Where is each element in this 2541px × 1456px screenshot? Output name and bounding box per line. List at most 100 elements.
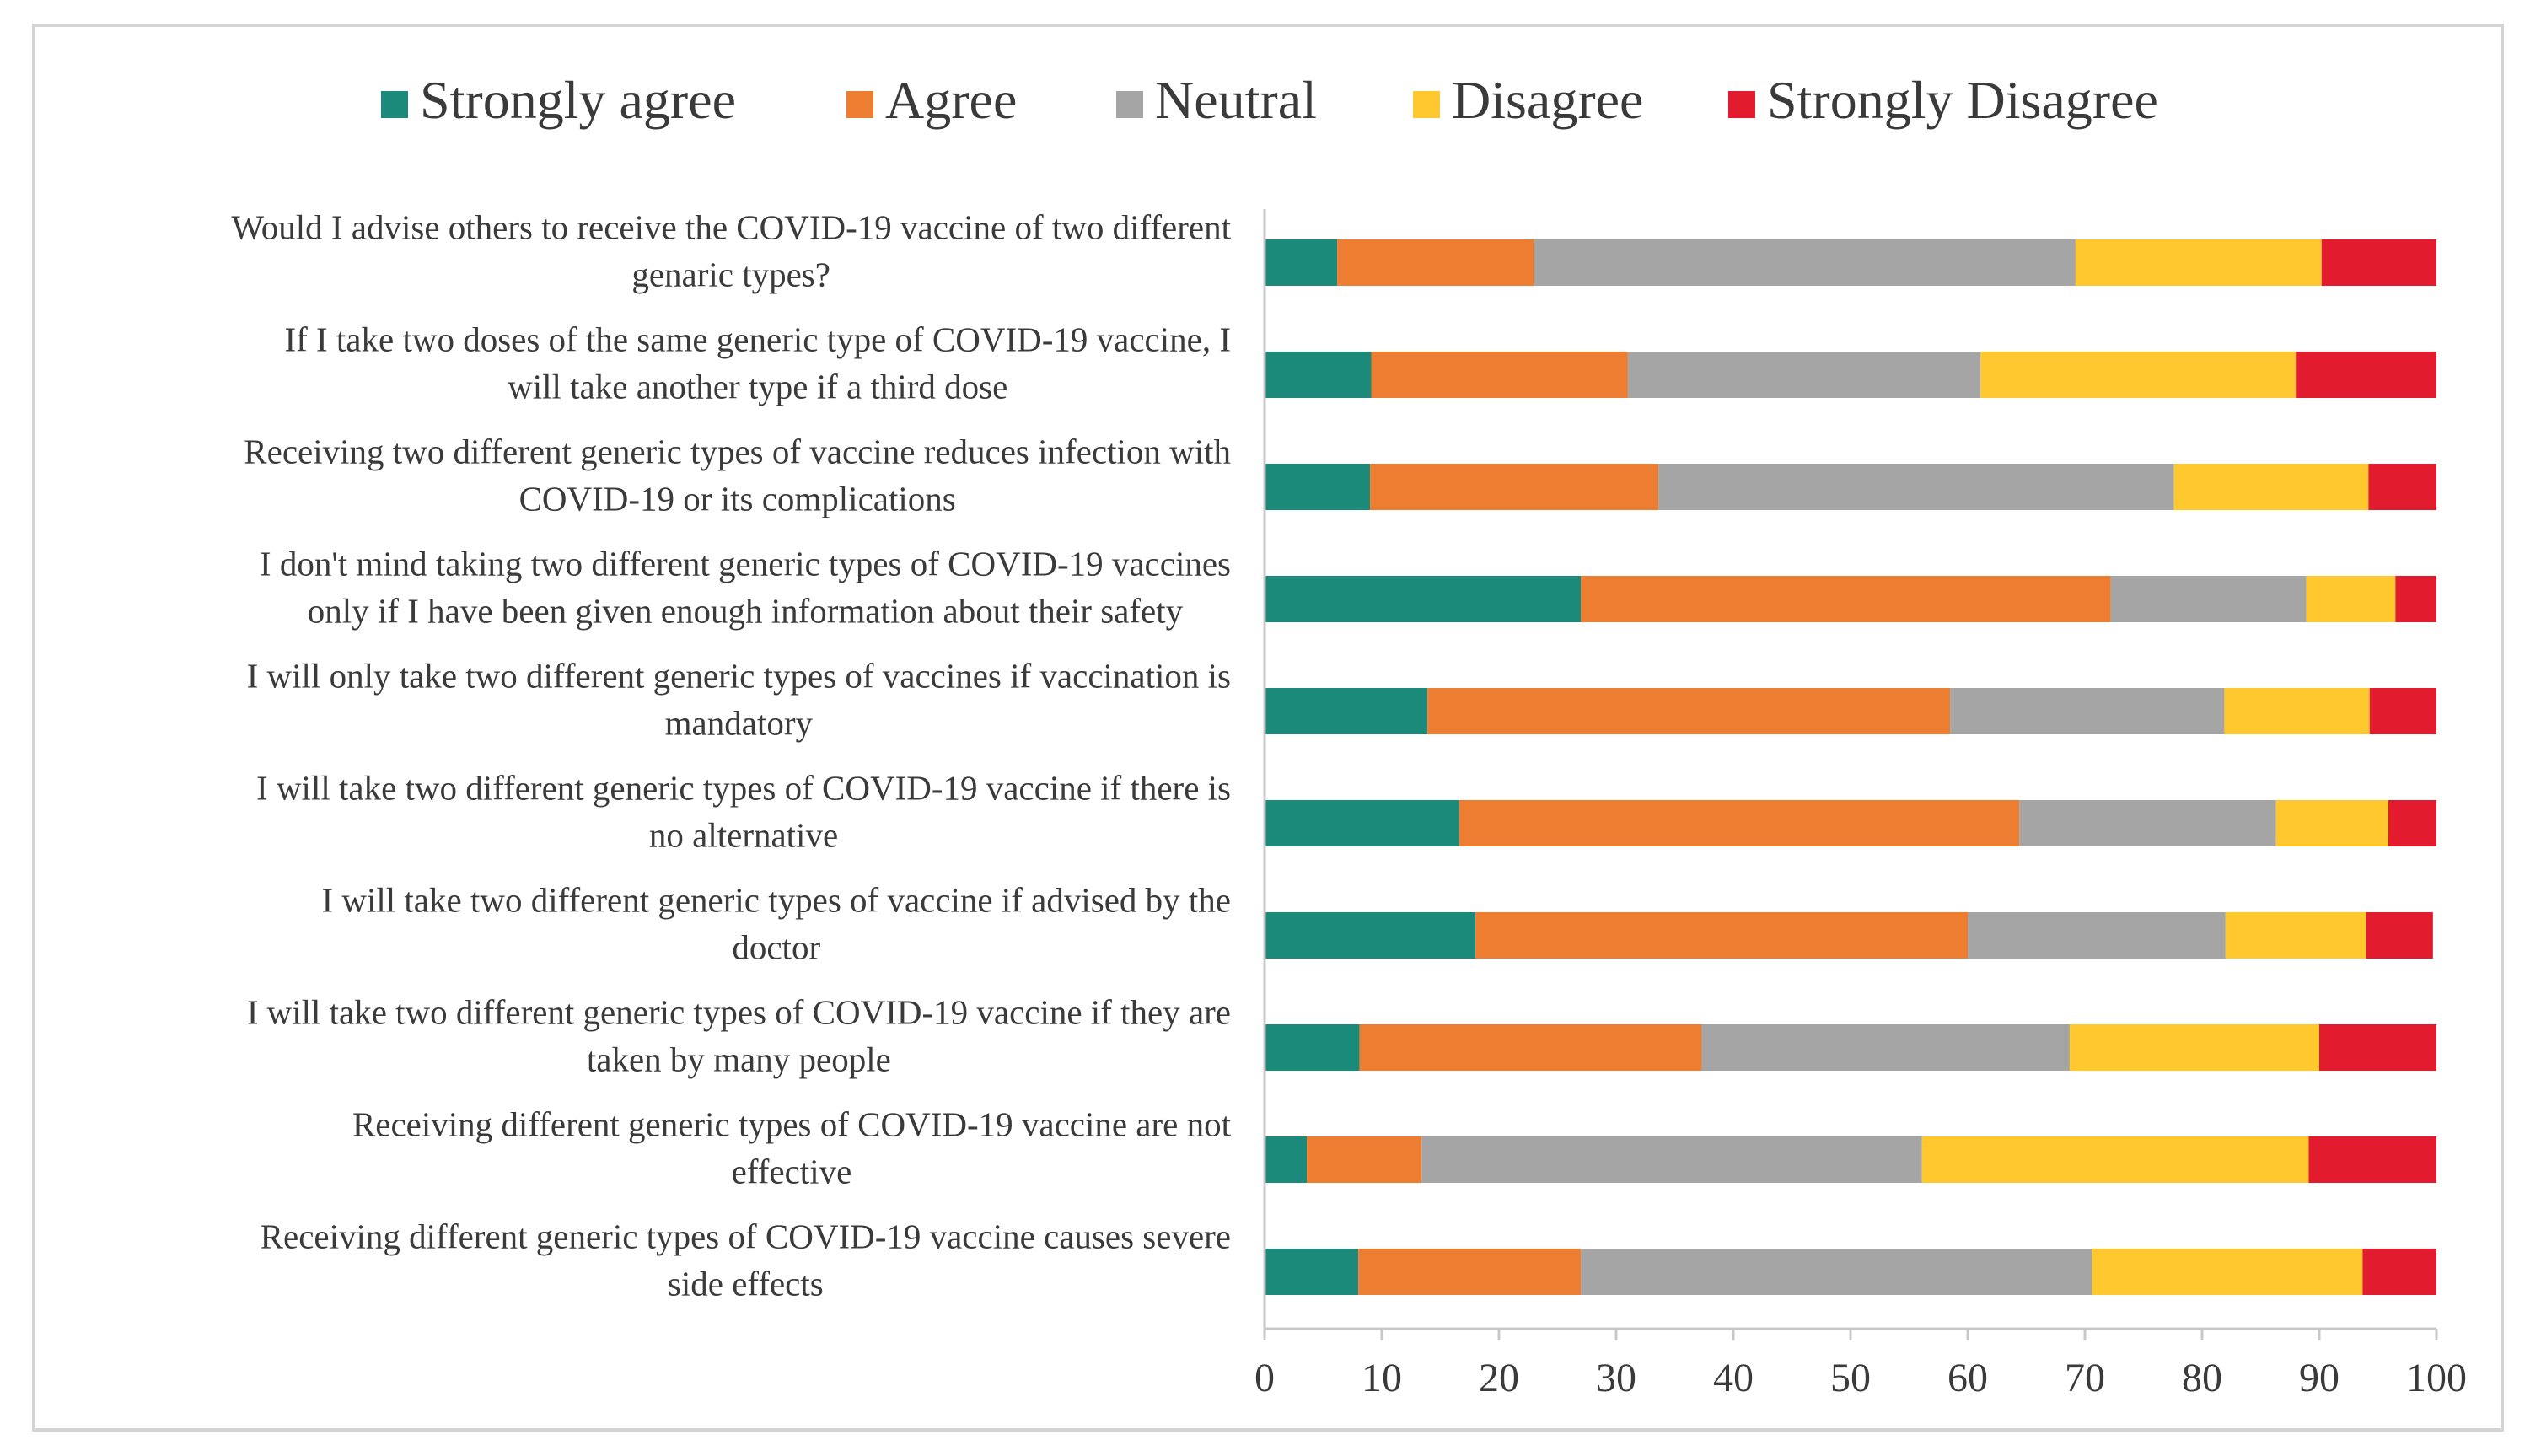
bars — [1265, 239, 2436, 1295]
bar-agree — [1370, 464, 1659, 510]
bar-disagree — [2275, 800, 2389, 846]
category-labels: Would I advise others to receive the COV… — [231, 208, 1231, 1303]
legend-label-disagree: Disagree — [1452, 70, 1643, 130]
bar-strongly-agree — [1265, 1136, 1308, 1183]
bar-agree — [1459, 800, 2020, 846]
category-label: I don't mind taking two different generi… — [260, 545, 1231, 631]
bar-strongly-agree — [1265, 352, 1372, 398]
category-label-line: only if I have been given enough informa… — [308, 592, 1184, 631]
category-label: I will take two different generic types … — [247, 993, 1231, 1079]
bar-neutral — [1421, 1136, 1922, 1183]
category-label: I will take two different generic types … — [256, 769, 1231, 855]
x-tick-label: 100 — [2406, 1356, 2467, 1400]
legend-swatch-strongly-disagree — [1728, 91, 1755, 118]
bar-agree — [1371, 352, 1628, 398]
category-label-line: If I take two doses of the same generic … — [284, 320, 1231, 359]
bar-agree — [1358, 1249, 1582, 1295]
bar-neutral — [1701, 1024, 2070, 1071]
bar-strongly-disagree — [2366, 912, 2433, 959]
bar-disagree — [2306, 576, 2396, 622]
bar-neutral — [1950, 688, 2225, 734]
category-label-line: I will take two different generic types … — [256, 769, 1231, 808]
category-label-line: Receiving different generic types of COV… — [352, 1105, 1232, 1144]
x-tick-label: 0 — [1254, 1356, 1275, 1400]
bar-strongly-disagree — [2369, 688, 2436, 734]
bar-agree — [1307, 1136, 1422, 1183]
bar-strongly-agree — [1265, 239, 1338, 286]
category-label-line: genaric types? — [631, 255, 830, 294]
bar-disagree — [2173, 464, 2369, 510]
category-label-line: taken by many people — [587, 1040, 891, 1079]
bar-neutral — [2019, 800, 2276, 846]
category-label-line: I will take two different generic types … — [321, 881, 1231, 920]
x-tick-label: 80 — [2182, 1356, 2222, 1400]
bar-strongly-disagree — [2321, 239, 2436, 286]
bar-neutral — [2110, 576, 2307, 622]
category-label-line: effective — [732, 1152, 852, 1191]
bar-neutral — [1658, 464, 2174, 510]
x-tick-label: 10 — [1362, 1356, 1402, 1400]
bar-strongly-disagree — [2308, 1136, 2436, 1183]
category-label-line: Receiving two different generic types of… — [244, 433, 1231, 471]
x-tick-label: 70 — [2065, 1356, 2105, 1400]
bar-strongly-agree — [1265, 912, 1476, 959]
bar-disagree — [2092, 1249, 2363, 1295]
bar-agree — [1475, 912, 1968, 959]
bar-agree — [1581, 576, 2111, 622]
bar-strongly-disagree — [2319, 1024, 2436, 1071]
bar-disagree — [2069, 1024, 2319, 1071]
bar-neutral — [1534, 239, 2076, 286]
bar-strongly-disagree — [2362, 1249, 2436, 1295]
legend-label-strongly-agree: Strongly agree — [420, 70, 736, 130]
category-label-line: COVID-19 or its complications — [519, 480, 956, 518]
bar-strongly-agree — [1265, 1024, 1360, 1071]
category-label: If I take two doses of the same generic … — [284, 320, 1231, 406]
legend-swatch-neutral — [1116, 91, 1143, 118]
bar-neutral — [1968, 912, 2226, 959]
bar-disagree — [2075, 239, 2322, 286]
category-label-line: no alternative — [649, 816, 838, 855]
bar-disagree — [1980, 352, 2297, 398]
bar-strongly-agree — [1265, 688, 1428, 734]
bar-strongly-agree — [1265, 1249, 1359, 1295]
category-label: I will only take two different generic t… — [247, 657, 1231, 743]
x-tick-label: 20 — [1479, 1356, 1519, 1400]
bar-strongly-disagree — [2388, 800, 2436, 846]
category-label-line: Receiving different generic types of COV… — [261, 1217, 1231, 1256]
bar-agree — [1337, 239, 1534, 286]
legend: Strongly agree Agree Neutral Disagree Strong… — [381, 70, 2158, 130]
x-tick-label: 90 — [2299, 1356, 2340, 1400]
bar-disagree — [2225, 912, 2366, 959]
x-tick-label: 60 — [1947, 1356, 1988, 1400]
bar-strongly-disagree — [2296, 352, 2436, 398]
legend-label-neutral: Neutral — [1155, 70, 1317, 130]
category-label: Receiving different generic types of COV… — [261, 1217, 1231, 1303]
legend-swatch-strongly-agree — [381, 91, 408, 118]
bar-strongly-agree — [1265, 464, 1371, 510]
bar-strongly-agree — [1265, 800, 1459, 846]
bar-strongly-agree — [1265, 576, 1582, 622]
legend-label-agree: Agree — [885, 70, 1017, 130]
x-tick-label: 30 — [1596, 1356, 1636, 1400]
bar-neutral — [1581, 1249, 2092, 1295]
category-label: I will take two different generic types … — [321, 881, 1231, 967]
legend-label-strongly-disagree: Strongly Disagree — [1767, 70, 2158, 130]
bar-neutral — [1627, 352, 1981, 398]
x-axis: 0 10 20 30 40 50 60 70 80 90 100 — [1254, 209, 2467, 1400]
bar-agree — [1359, 1024, 1702, 1071]
legend-swatch-disagree — [1413, 91, 1440, 118]
category-label-line: I will only take two different generic t… — [247, 657, 1231, 696]
category-label-line: doctor — [732, 928, 820, 967]
category-label-line: I will take two different generic types … — [247, 993, 1231, 1032]
category-label: Receiving different generic types of COV… — [352, 1105, 1232, 1191]
x-tick-label: 50 — [1830, 1356, 1871, 1400]
category-label-line: mandatory — [665, 704, 814, 743]
category-label-line: Would I advise others to receive the COV… — [231, 208, 1231, 247]
legend-swatch-agree — [846, 91, 873, 118]
stacked-bar-chart: Strongly agree Agree Neutral Disagree Strong… — [231, 70, 2467, 1400]
bar-agree — [1427, 688, 1951, 734]
bar-disagree — [1921, 1136, 2309, 1183]
category-label: Would I advise others to receive the COV… — [231, 208, 1231, 294]
category-label-line: I don't mind taking two different generi… — [260, 545, 1231, 583]
category-label-line: will take another type if a third dose — [508, 368, 1007, 406]
